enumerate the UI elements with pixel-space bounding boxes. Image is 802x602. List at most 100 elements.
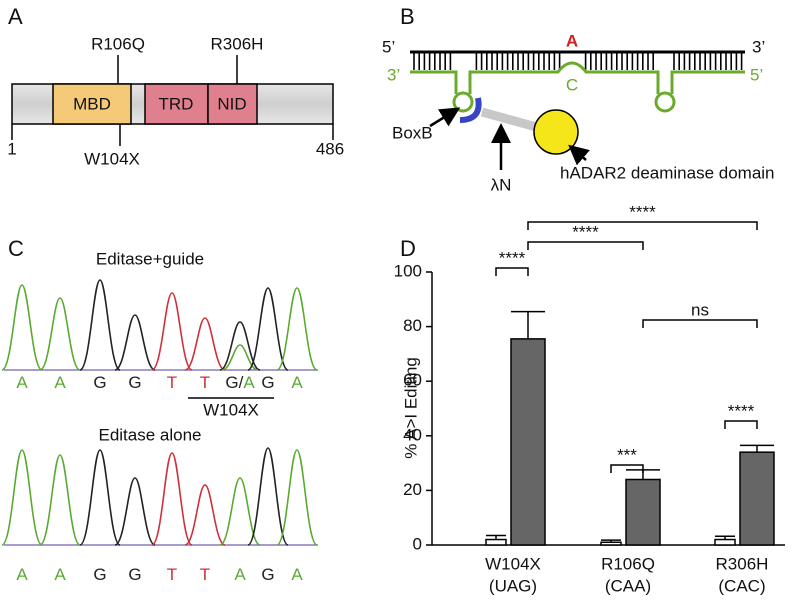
x-tick-sublabel: (CAC) xyxy=(718,576,765,595)
bar xyxy=(625,478,661,546)
deaminase-domain xyxy=(533,109,579,155)
base-char: G xyxy=(128,565,141,584)
domain-label: MBD xyxy=(73,94,111,113)
boxb-loop xyxy=(452,91,474,113)
mutation-label: W104X xyxy=(84,149,140,168)
y-tick-label: 0 xyxy=(413,534,422,553)
bar xyxy=(739,451,775,546)
strand-end: 5’ xyxy=(750,65,763,84)
significance-label: **** xyxy=(572,222,599,241)
base-char: A xyxy=(291,565,303,584)
peak xyxy=(79,449,121,546)
site-label: W104X xyxy=(203,400,259,419)
trace-title: Editase+guide xyxy=(96,249,204,268)
y-tick-label: 40 xyxy=(403,425,422,444)
protein-diagram: MBD TRD NID R106Q R306H W104X 1 486 xyxy=(7,34,344,168)
significance-label: *** xyxy=(617,445,637,464)
domain-mbd xyxy=(52,83,132,125)
label: BoxB xyxy=(392,123,433,142)
x-tick-label: R306H xyxy=(716,554,769,573)
significance-bracket xyxy=(642,319,758,328)
label: λN xyxy=(491,175,512,194)
linker xyxy=(480,107,542,133)
base-char: A xyxy=(234,565,246,584)
peak xyxy=(276,449,318,546)
arrow xyxy=(429,107,461,128)
domain-nid xyxy=(207,83,258,125)
significance-bracket xyxy=(495,267,529,276)
y-tick-label: 20 xyxy=(403,480,422,499)
significance-bracket xyxy=(527,241,644,250)
guide-base: C xyxy=(566,75,578,94)
base-call: G/A xyxy=(225,373,255,392)
base-char: G xyxy=(261,373,274,392)
label: hADAR2 deaminase domain xyxy=(560,163,775,182)
base-call: G xyxy=(93,373,106,392)
peak xyxy=(219,477,261,546)
guide-strand xyxy=(410,61,745,94)
strand-end: 5’ xyxy=(382,37,395,56)
base-call: A xyxy=(16,373,28,392)
x-tick-sublabel: (UAG) xyxy=(489,576,537,595)
position-label: 486 xyxy=(316,139,344,158)
peak xyxy=(79,279,121,371)
bar xyxy=(714,538,736,546)
peak xyxy=(247,447,289,546)
significance-label: **** xyxy=(629,202,656,221)
base-pairs xyxy=(413,52,743,70)
domain-label: NID xyxy=(217,94,246,113)
peak xyxy=(151,292,193,371)
x-tick-sublabel: (CAA) xyxy=(605,576,651,595)
base-char: G xyxy=(261,565,274,584)
mutation-label: R306H xyxy=(211,34,264,53)
panel-label: C xyxy=(8,236,24,261)
y-tick-label: 60 xyxy=(403,371,422,390)
significance-label: ns xyxy=(691,300,709,319)
arrow xyxy=(568,144,590,166)
x-tick-label: W104X xyxy=(485,554,541,573)
peak xyxy=(114,477,156,546)
peak xyxy=(247,287,289,371)
panel-label: B xyxy=(400,4,415,29)
boxb-loop xyxy=(654,91,676,113)
base-char: T xyxy=(200,565,210,584)
base-char: G xyxy=(225,373,238,392)
base-call: G xyxy=(128,373,141,392)
y-axis-label: % A>I Editing xyxy=(401,357,420,459)
panel-label: A xyxy=(8,4,23,29)
base-char: A xyxy=(16,565,28,584)
peak xyxy=(276,287,318,371)
significance-bracket xyxy=(724,420,758,429)
bar xyxy=(600,541,622,546)
base-call: A xyxy=(54,373,66,392)
base-char: A xyxy=(291,373,303,392)
rna-diagram: 5’ 3’ 3’ 5’ A C BoxB λN hADAR2 deaminase… xyxy=(382,31,775,194)
domain-label: TRD xyxy=(159,94,194,113)
base-char: G xyxy=(128,373,141,392)
base-call: A xyxy=(291,373,303,392)
significance-label: **** xyxy=(499,248,526,267)
mutation-label: R106Q xyxy=(91,34,145,53)
peak xyxy=(39,297,81,371)
peak xyxy=(184,317,226,371)
base-char: G xyxy=(93,373,106,392)
target-base: A xyxy=(566,31,578,50)
base-char: T xyxy=(167,373,177,392)
base-call: A xyxy=(291,565,303,584)
bar xyxy=(510,338,546,546)
base-call: G xyxy=(261,565,274,584)
base-char: A xyxy=(54,373,66,392)
trace-title: Editase alone xyxy=(98,425,201,444)
base-call: G xyxy=(128,565,141,584)
base-char: A xyxy=(16,373,28,392)
base-char: G xyxy=(93,565,106,584)
position-label: 1 xyxy=(7,139,16,158)
y-tick-label: 100 xyxy=(394,261,422,280)
base-call: A xyxy=(54,565,66,584)
domain-trd xyxy=(144,83,209,125)
base-call: A xyxy=(16,565,28,584)
base-call: T xyxy=(200,565,210,584)
significance-bracket xyxy=(527,221,758,230)
